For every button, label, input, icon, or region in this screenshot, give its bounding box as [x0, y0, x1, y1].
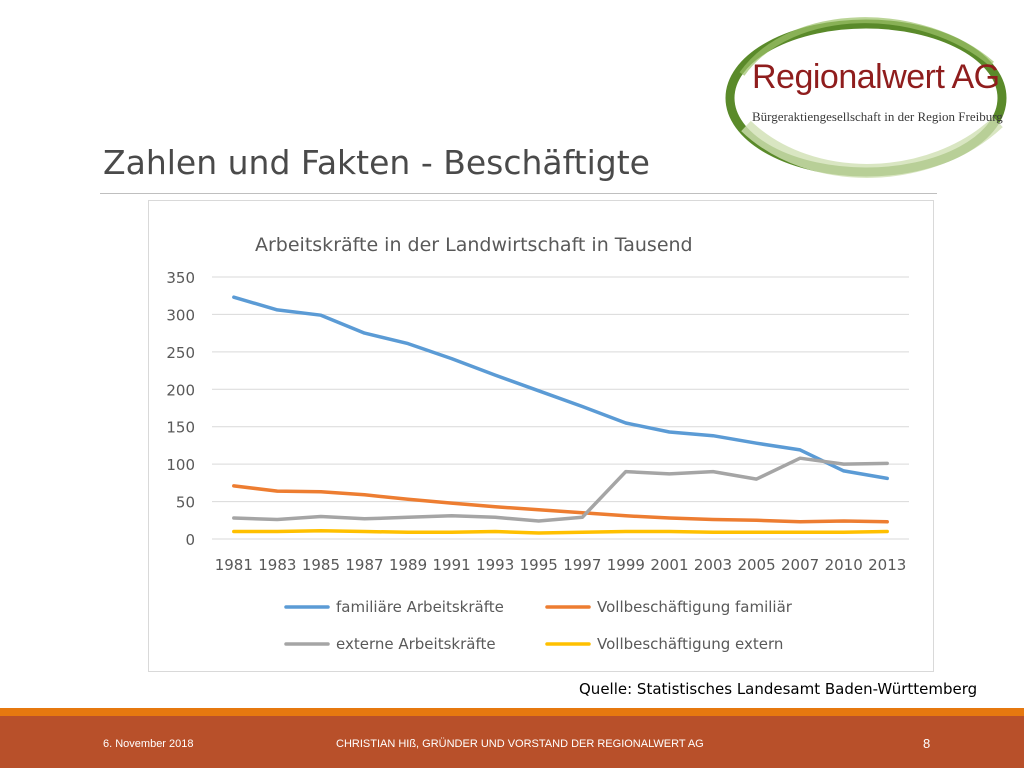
logo-subtitle: Bürgeraktiengesellschaft in der Region F…	[752, 109, 1003, 124]
y-tick-label: 0	[185, 531, 195, 549]
x-tick-label: 2003	[694, 556, 732, 574]
footer-date: 6. November 2018	[103, 738, 194, 750]
y-tick-label: 200	[166, 381, 195, 399]
legend-label: Vollbeschäftigung extern	[597, 635, 783, 653]
x-tick-label: 1987	[345, 556, 383, 574]
y-tick-label: 50	[176, 494, 195, 512]
grid-layer	[212, 276, 909, 540]
chart-title: Arbeitskräfte in der Landwirtschaft in T…	[255, 234, 693, 256]
title-divider	[100, 193, 937, 194]
footer-author: CHRISTIAN HIß, GRÜNDER UND VORSTAND DER …	[336, 738, 704, 750]
slide-title: Zahlen und Fakten - Beschäftigte	[103, 143, 650, 182]
chart-container: 0 50 100 150 200 250 300 350 1981 1983 1985 1987 19…	[148, 200, 934, 672]
x-tick-label: 1989	[389, 556, 427, 574]
series-line-1	[232, 295, 889, 481]
y-axis-ticks: 0 50 100 150 200 250 300 350	[166, 269, 195, 549]
x-tick-label: 1999	[607, 556, 645, 574]
x-tick-label: 2010	[825, 556, 863, 574]
company-logo: Regionalwert AG Bürgeraktiengesellschaft…	[722, 14, 1010, 184]
footer-accent-bar	[0, 708, 1024, 716]
y-tick-label: 250	[166, 344, 195, 362]
y-tick-label: 300	[166, 306, 195, 324]
series-line-3	[232, 456, 889, 523]
x-tick-label: 1983	[258, 556, 296, 574]
y-tick-label: 100	[166, 456, 195, 474]
legend-label: externe Arbeitskräfte	[336, 635, 496, 653]
x-tick-label: 1985	[302, 556, 340, 574]
x-tick-label: 2007	[781, 556, 819, 574]
source-note: Quelle: Statistisches Landesamt Baden-Wü…	[579, 680, 978, 698]
page-number: 8	[923, 736, 931, 751]
x-axis-ticks: 1981 1983 1985 1987 1989 1991 1993 1995 1997 1999…	[215, 556, 907, 574]
x-tick-label: 2001	[650, 556, 688, 574]
x-tick-label: 1993	[476, 556, 514, 574]
logo-title: Regionalwert AG	[752, 58, 1000, 96]
series-layer	[232, 295, 889, 535]
footer-bar: 6. November 2018 CHRISTIAN HIß, GRÜNDER …	[0, 716, 1024, 768]
x-tick-label: 2005	[737, 556, 775, 574]
x-tick-label: 2013	[868, 556, 906, 574]
x-tick-label: 1997	[563, 556, 601, 574]
series-line-2	[232, 484, 889, 524]
y-tick-label: 350	[166, 269, 195, 287]
legend-label: familiäre Arbeitskräfte	[336, 598, 504, 616]
logo-swoosh-graphic	[725, 17, 1007, 178]
y-tick-label: 150	[166, 419, 195, 437]
x-tick-label: 1995	[520, 556, 558, 574]
chart-legend: familiäre Arbeitskräfte Vollbeschäftigung…	[284, 598, 793, 653]
x-tick-label: 1991	[433, 556, 471, 574]
legend-label: Vollbeschäftigung familiär	[597, 598, 793, 616]
series-line-4	[232, 529, 889, 535]
x-tick-label: 1981	[215, 556, 253, 574]
